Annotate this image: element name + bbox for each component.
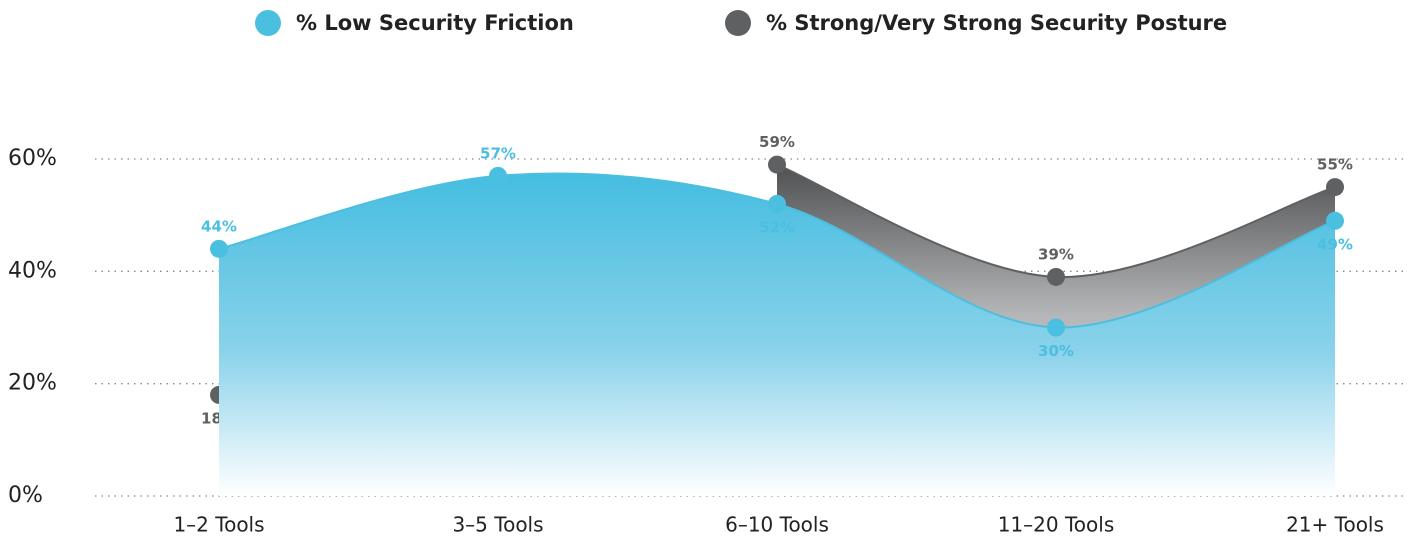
point	[1326, 178, 1344, 197]
x-tick-label: 1–2 Tools	[173, 513, 264, 537]
x-tick-label: 21+ Tools	[1286, 513, 1384, 537]
point	[1047, 267, 1065, 286]
point	[489, 166, 507, 185]
point	[768, 194, 786, 213]
data-label: 44%	[201, 217, 237, 235]
legend-label: % Strong/Very Strong Security Posture	[766, 11, 1227, 35]
data-label: 57%	[480, 144, 516, 162]
point	[1326, 211, 1344, 230]
y-tick-label: 20%	[8, 371, 57, 396]
x-tick-label: 11–20 Tools	[998, 513, 1115, 537]
point	[768, 155, 786, 174]
x-tick-label: 3–5 Tools	[452, 513, 543, 537]
y-tick-label: 0%	[8, 483, 43, 508]
legend-label: % Low Security Friction	[296, 11, 574, 35]
data-label: 30%	[1038, 342, 1074, 360]
area	[219, 173, 1335, 497]
data-label: 59%	[759, 133, 795, 151]
data-label: 49%	[1317, 235, 1353, 253]
data-label: 55%	[1317, 156, 1353, 174]
point	[210, 239, 228, 258]
y-tick-label: 60%	[8, 146, 57, 171]
y-tick-label: 40%	[8, 258, 57, 283]
data-label: 52%	[759, 218, 795, 236]
data-label: 39%	[1038, 245, 1074, 263]
legend-swatch	[725, 10, 751, 36]
x-tick-label: 6–10 Tools	[725, 513, 829, 537]
point	[1047, 318, 1065, 337]
legend-swatch	[255, 10, 281, 36]
